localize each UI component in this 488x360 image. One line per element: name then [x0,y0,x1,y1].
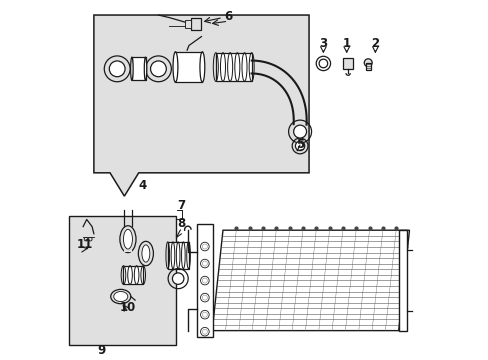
Circle shape [202,312,207,317]
Ellipse shape [130,57,133,81]
Ellipse shape [364,59,371,67]
Circle shape [202,329,207,334]
Bar [365,63,370,70]
Text: 3: 3 [319,37,327,50]
Text: 11: 11 [77,238,93,251]
Bar [398,230,406,330]
Bar [132,57,145,81]
Circle shape [172,273,183,284]
Bar [124,234,131,252]
Ellipse shape [173,52,178,82]
Text: 10: 10 [120,301,136,314]
Circle shape [109,61,125,77]
Ellipse shape [120,226,136,253]
Circle shape [202,278,207,283]
Text: 8: 8 [177,216,185,230]
Circle shape [200,310,209,319]
Ellipse shape [142,245,149,262]
Text: 5: 5 [295,138,304,150]
Text: 9: 9 [97,344,105,357]
Circle shape [202,295,207,300]
Bar [196,224,212,337]
Circle shape [319,59,327,68]
Circle shape [200,276,209,285]
Bar [69,216,176,345]
Bar [167,242,188,269]
Bar [123,266,143,284]
Circle shape [150,61,166,77]
Circle shape [200,327,209,336]
Polygon shape [212,230,408,330]
Circle shape [200,242,209,251]
Circle shape [200,293,209,302]
Text: 4: 4 [138,179,146,192]
Bar [185,21,191,28]
Bar [190,18,201,31]
Text: 7: 7 [177,199,185,212]
Text: 6: 6 [224,10,232,23]
Polygon shape [94,15,308,196]
Bar [343,58,352,69]
Circle shape [202,261,207,266]
Circle shape [293,125,306,138]
Bar [175,52,202,82]
Bar [215,53,251,81]
Circle shape [202,244,207,249]
Ellipse shape [200,52,204,82]
Ellipse shape [138,241,153,266]
Circle shape [84,237,88,241]
Ellipse shape [144,57,146,81]
Text: 2: 2 [370,37,379,50]
Circle shape [295,141,304,150]
Text: 1: 1 [342,37,350,50]
Ellipse shape [123,229,132,249]
Ellipse shape [114,292,127,302]
Circle shape [200,259,209,268]
Circle shape [88,237,92,241]
